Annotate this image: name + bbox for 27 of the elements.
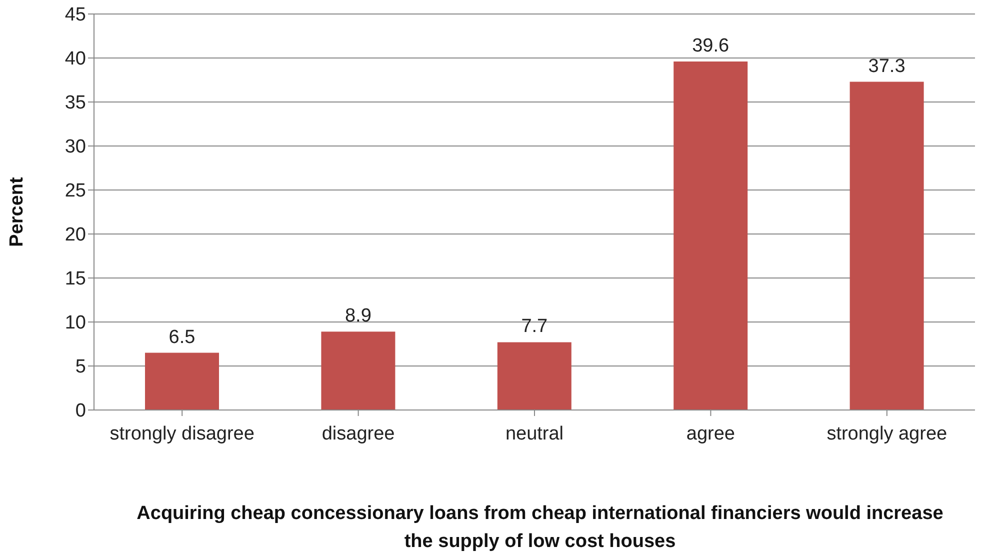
y-tick-label: 15 <box>64 268 86 290</box>
y-tick-label: 5 <box>75 356 86 378</box>
data-label: 8.9 <box>344 306 372 327</box>
x-tick-label: neutral <box>505 423 564 444</box>
y-tick-label: 30 <box>64 136 86 158</box>
y-tick-label: 20 <box>64 224 86 246</box>
y-tick-label: 35 <box>64 92 86 114</box>
y-tick-label: 40 <box>64 48 86 70</box>
x-tick-label: agree <box>686 423 736 444</box>
data-label: 39.6 <box>692 36 730 57</box>
bar <box>850 82 924 410</box>
data-label: 6.5 <box>168 326 196 348</box>
x-tick-label: strongly disagree <box>110 423 254 444</box>
y-tick-label: 45 <box>64 4 86 26</box>
bar <box>674 62 748 410</box>
x-tick-label: disagree <box>322 423 395 444</box>
bar <box>145 352 219 410</box>
y-tick-label: 25 <box>64 180 86 202</box>
bar <box>497 342 572 410</box>
bar <box>321 332 396 410</box>
y-tick-label: 0 <box>75 400 86 422</box>
x-tick-label: strongly agree <box>826 423 948 444</box>
y-tick-label: 10 <box>64 312 86 334</box>
data-label: 7.7 <box>521 316 548 338</box>
data-label: 37.3 <box>868 56 906 77</box>
x-axis-title: Acquiring cheap concessionary loans from cheap international financiers would increase the supply of low cost houses <box>136 502 944 554</box>
y-axis-title: Percent <box>6 176 28 247</box>
